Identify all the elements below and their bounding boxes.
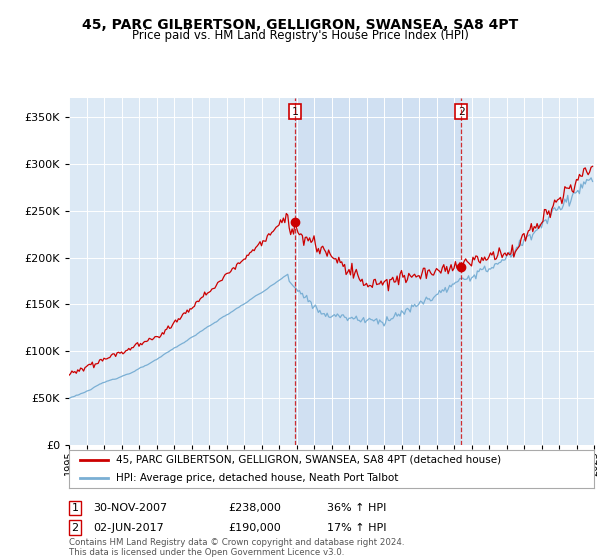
Text: 1: 1 (292, 106, 298, 116)
Text: £238,000: £238,000 (228, 503, 281, 513)
Text: 02-JUN-2017: 02-JUN-2017 (93, 522, 164, 533)
Text: 17% ↑ HPI: 17% ↑ HPI (327, 522, 386, 533)
Text: 36% ↑ HPI: 36% ↑ HPI (327, 503, 386, 513)
Text: Price paid vs. HM Land Registry's House Price Index (HPI): Price paid vs. HM Land Registry's House … (131, 29, 469, 42)
Bar (295, 98, 461, 445)
Text: 1: 1 (71, 503, 79, 513)
Text: 2: 2 (71, 522, 79, 533)
Text: 45, PARC GILBERTSON, GELLIGRON, SWANSEA, SA8 4PT (detached house): 45, PARC GILBERTSON, GELLIGRON, SWANSEA,… (116, 455, 502, 465)
Text: Contains HM Land Registry data © Crown copyright and database right 2024.
This d: Contains HM Land Registry data © Crown c… (69, 538, 404, 557)
Text: 45, PARC GILBERTSON, GELLIGRON, SWANSEA, SA8 4PT: 45, PARC GILBERTSON, GELLIGRON, SWANSEA,… (82, 18, 518, 32)
Text: £190,000: £190,000 (228, 522, 281, 533)
Text: HPI: Average price, detached house, Neath Port Talbot: HPI: Average price, detached house, Neat… (116, 473, 398, 483)
Text: 2: 2 (458, 106, 464, 116)
Text: 30-NOV-2007: 30-NOV-2007 (93, 503, 167, 513)
